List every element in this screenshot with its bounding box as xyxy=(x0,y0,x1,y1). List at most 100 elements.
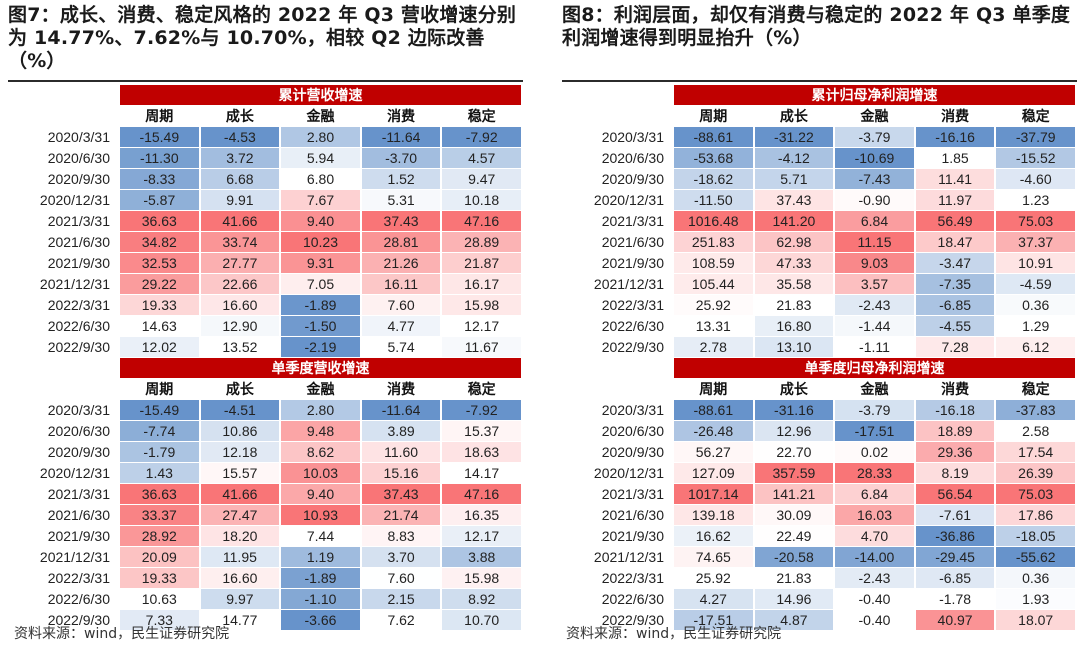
data-cell: 14.17 xyxy=(442,463,521,483)
data-cell: -36.86 xyxy=(915,526,995,546)
data-cell: 25.92 xyxy=(674,295,753,315)
data-cell: 15.98 xyxy=(442,568,521,588)
table-row: 2021/6/30 34.82 33.74 10.23 28.81 28.89 xyxy=(10,232,521,252)
data-cell: -7.35 xyxy=(915,274,995,294)
data-cell: -1.79 xyxy=(120,442,199,462)
row-date: 2021/3/31 xyxy=(47,213,110,229)
row-date: 2021/9/30 xyxy=(601,528,664,544)
data-cell: -31.16 xyxy=(754,400,834,420)
data-cell: -4.55 xyxy=(915,316,995,336)
data-cell: 3.72 xyxy=(200,148,280,168)
data-cell: 11.97 xyxy=(915,190,995,210)
data-cell: -11.50 xyxy=(674,190,753,210)
data-cell: 28.33 xyxy=(835,463,914,483)
data-cell: -53.68 xyxy=(674,148,753,168)
table-row: 2021/6/30 33.37 27.47 10.93 21.74 16.35 xyxy=(10,505,521,525)
row-date: 2021/3/31 xyxy=(47,486,110,502)
row-date: 2022/6/30 xyxy=(601,591,664,607)
row-date: 2022/6/30 xyxy=(47,591,110,607)
table-row: 2021/12/31 20.09 11.95 1.19 3.70 3.88 xyxy=(10,547,521,567)
data-cell: 16.35 xyxy=(442,505,521,525)
data-cell: -37.79 xyxy=(996,127,1075,147)
data-cell: -31.22 xyxy=(754,127,834,147)
data-cell: 6.68 xyxy=(200,169,280,189)
row-date: 2020/3/31 xyxy=(601,129,664,145)
figure-7-source: 资料来源：wind，民生证券研究院 xyxy=(14,626,230,642)
data-cell: 27.77 xyxy=(200,253,280,273)
row-date: 2021/9/30 xyxy=(601,255,664,271)
data-cell: -10.69 xyxy=(835,148,914,168)
data-cell: 10.70 xyxy=(442,610,521,630)
row-date: 2022/9/30 xyxy=(47,612,110,628)
data-cell: 21.83 xyxy=(754,295,834,315)
data-cell: -2.43 xyxy=(835,295,914,315)
data-cell: 15.57 xyxy=(200,463,280,483)
figure-8-table: 累计归母净利润增速 周期 成长 金融 消费 稳定 2020/3/31 -88.61 -31.22… xyxy=(562,84,1077,631)
data-cell: 1017.14 xyxy=(674,484,753,504)
data-cell: -2.43 xyxy=(835,568,914,588)
column-header: 成长 xyxy=(200,379,280,399)
data-cell: 13.52 xyxy=(200,337,280,357)
data-cell: 141.21 xyxy=(754,484,834,504)
row-date: 2021/12/31 xyxy=(39,549,110,565)
row-date: 2020/6/30 xyxy=(47,150,110,166)
band-spacer xyxy=(10,358,118,378)
column-header: 金融 xyxy=(835,379,914,399)
title-rule xyxy=(8,80,523,82)
row-date: 2022/3/31 xyxy=(47,570,110,586)
band-spacer xyxy=(564,358,672,378)
column-header: 消费 xyxy=(915,379,995,399)
data-cell: 0.36 xyxy=(996,568,1075,588)
row-date: 2021/6/30 xyxy=(47,507,110,523)
data-cell: -7.92 xyxy=(442,400,521,420)
table-row: 2021/3/31 36.63 41.66 9.40 37.43 47.16 xyxy=(10,211,521,231)
row-date: 2020/3/31 xyxy=(47,402,110,418)
data-cell: -11.30 xyxy=(120,148,199,168)
data-cell: 6.84 xyxy=(835,484,914,504)
table-row: 2021/3/31 1016.48 141.20 6.84 56.49 75.03 xyxy=(564,211,1075,231)
data-cell: 8.83 xyxy=(361,526,441,546)
row-date: 2022/3/31 xyxy=(601,297,664,313)
row-date: 2021/6/30 xyxy=(601,234,664,250)
data-cell: -3.79 xyxy=(835,400,914,420)
data-cell: -4.53 xyxy=(200,127,280,147)
data-cell: 2.80 xyxy=(281,127,360,147)
data-cell: -14.00 xyxy=(835,547,914,567)
data-cell: 16.80 xyxy=(754,316,834,336)
row-date: 2020/9/30 xyxy=(601,171,664,187)
data-cell: 10.93 xyxy=(281,505,360,525)
table-row: 2021/3/31 36.63 41.66 9.40 37.43 47.16 xyxy=(10,484,521,504)
data-cell: 30.09 xyxy=(754,505,834,525)
data-cell: 28.89 xyxy=(442,232,521,252)
data-cell: 18.89 xyxy=(915,421,995,441)
data-cell: 62.98 xyxy=(754,232,834,252)
data-cell: 13.10 xyxy=(754,337,834,357)
data-cell: 9.91 xyxy=(200,190,280,210)
data-cell: 10.23 xyxy=(281,232,360,252)
data-cell: 7.44 xyxy=(281,526,360,546)
table-row: 2020/3/31 -15.49 -4.53 2.80 -11.64 -7.92 xyxy=(10,127,521,147)
data-cell: -1.50 xyxy=(281,316,360,336)
data-cell: 16.11 xyxy=(361,274,441,294)
table-row: 2020/6/30 -7.74 10.86 9.48 3.89 15.37 xyxy=(10,421,521,441)
data-cell: 41.66 xyxy=(200,211,280,231)
row-date: 2021/12/31 xyxy=(593,276,664,292)
data-cell: 75.03 xyxy=(996,211,1075,231)
row-date: 2021/6/30 xyxy=(601,507,664,523)
data-cell: -26.48 xyxy=(674,421,753,441)
column-header: 金融 xyxy=(281,106,360,126)
data-cell: 6.12 xyxy=(996,337,1075,357)
row-date: 2020/9/30 xyxy=(47,444,110,460)
section-header: 累计营收增速 xyxy=(120,85,521,105)
data-cell: 1.19 xyxy=(281,547,360,567)
data-cell: 18.07 xyxy=(996,610,1075,630)
data-cell: 7.05 xyxy=(281,274,360,294)
table-row: 2020/6/30 -11.30 3.72 5.94 -3.70 4.57 xyxy=(10,148,521,168)
data-cell: 141.20 xyxy=(754,211,834,231)
row-date: 2021/12/31 xyxy=(593,549,664,565)
data-cell: -18.62 xyxy=(674,169,753,189)
column-header: 稳定 xyxy=(442,379,521,399)
column-header: 周期 xyxy=(120,106,199,126)
row-date: 2022/9/30 xyxy=(601,339,664,355)
figure-7-title: 图7：成长、消费、稳定风格的 2022 年 Q3 营收增速分别为 14.77%、… xyxy=(8,4,517,72)
